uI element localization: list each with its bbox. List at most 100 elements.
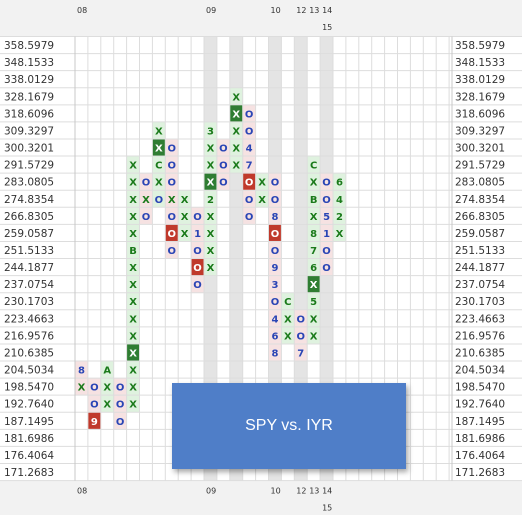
y-tick-label: 266.8305 — [455, 211, 505, 223]
x-mark: X — [207, 229, 215, 240]
x-period-label: 13 — [309, 6, 319, 15]
o-mark: O — [142, 178, 151, 189]
x-mark: X — [336, 229, 344, 240]
month-mark: C — [284, 297, 291, 308]
y-tick-label: 198.5470 — [4, 382, 54, 394]
month-mark: 7 — [310, 246, 317, 257]
x-mark: X — [207, 178, 215, 189]
x-mark: X — [258, 195, 266, 206]
x-period-label: 08 — [77, 487, 87, 496]
x-period-label: 13 — [309, 487, 319, 496]
highlight-cell — [230, 105, 243, 122]
x-mark: X — [232, 126, 240, 137]
x-mark: X — [310, 280, 318, 291]
o-mark: O — [167, 212, 176, 223]
x-period-label: 10 — [271, 487, 281, 496]
x-mark: X — [129, 280, 137, 291]
month-mark: 4 — [271, 314, 278, 325]
y-tick-label: 171.2683 — [455, 467, 505, 479]
month-mark: 5 — [323, 212, 330, 223]
highlight-cell — [269, 224, 281, 241]
highlight-cell — [88, 412, 101, 429]
month-mark: 6 — [271, 331, 278, 342]
column-bg — [294, 309, 308, 362]
x-mark: X — [129, 400, 137, 411]
o-mark: O — [219, 161, 228, 172]
y-tick-label: 358.5979 — [455, 40, 505, 52]
o-mark: O — [167, 144, 176, 155]
pnf-marks: 8X OO9AXXOOOXXXXXBXXXXXXXXXOXOXXCXOOOOXOO… — [78, 92, 344, 428]
x-mark: X — [207, 246, 215, 257]
x-mark: X — [232, 109, 240, 120]
x-mark: X — [181, 229, 189, 240]
y-tick-label: 192.7640 — [455, 399, 505, 411]
y-axis-left-labels: 358.5979 348.1533 338.0129 328.1679 318.6096… — [4, 40, 54, 479]
o-mark: O — [167, 229, 176, 240]
y-axis-right-labels: 358.5979 348.1533 338.0129 328.1679 318.6096… — [455, 40, 505, 479]
x-mark: X — [129, 297, 137, 308]
legend-title: SPY vs. IYR — [245, 417, 333, 434]
x-mark: X — [142, 195, 150, 206]
o-mark: O — [322, 195, 331, 206]
o-mark: O — [193, 246, 202, 257]
x-period-label: 09 — [206, 487, 216, 496]
highlight-cell — [243, 173, 256, 190]
highlight-cell — [165, 224, 178, 241]
x-mark: X — [181, 212, 189, 223]
x-period-label: 12 — [296, 6, 306, 15]
x-mark: X — [129, 331, 137, 342]
y-tick-label: 181.6986 — [4, 433, 54, 445]
y-tick-label: 187.1495 — [4, 416, 54, 428]
o-mark: O — [167, 161, 176, 172]
column-bg — [216, 138, 230, 191]
x-mark: X — [232, 161, 240, 172]
o-mark: O — [193, 212, 202, 223]
month-mark: 9 — [271, 263, 278, 274]
x-mark: X — [129, 348, 137, 359]
x-period-label: 10 — [271, 6, 281, 15]
y-tick-label: 176.4064 — [4, 450, 54, 462]
y-tick-label: 318.6096 — [455, 108, 505, 120]
x-mark: X — [129, 263, 137, 274]
y-tick-label: 348.1533 — [4, 57, 54, 69]
o-mark: O — [271, 246, 280, 257]
y-tick-label: 230.1703 — [455, 296, 505, 308]
x-mark: X — [129, 195, 137, 206]
y-tick-label: 259.0587 — [455, 228, 505, 240]
o-mark: O — [296, 331, 305, 342]
column-bg — [139, 173, 153, 225]
highlight-cell — [204, 173, 217, 190]
o-mark: O — [193, 263, 202, 274]
o-mark: O — [155, 195, 164, 206]
o-mark: O — [245, 178, 254, 189]
x-axis-bottom-labels: 08 09 10 12 13 14 15 — [77, 487, 332, 513]
y-tick-label: 259.0587 — [4, 228, 54, 240]
y-tick-label: 291.5729 — [455, 160, 505, 172]
o-mark: O — [116, 400, 125, 411]
x-axis-top-labels: 08 09 10 12 13 14 15 — [77, 6, 332, 32]
x-mark: X — [207, 212, 215, 223]
y-tick-label: 192.7640 — [4, 399, 54, 411]
o-mark: O — [322, 246, 331, 257]
x-mark: X — [207, 263, 215, 274]
y-tick-label: 216.9576 — [4, 330, 54, 342]
o-mark: O — [167, 246, 176, 257]
o-mark: O — [245, 126, 254, 137]
x-mark: X — [310, 178, 318, 189]
month-mark: 6 — [336, 178, 343, 189]
x-mark: X — [103, 383, 111, 394]
column-bg — [204, 121, 217, 276]
month-mark: 8 — [310, 229, 317, 240]
o-mark: O — [322, 263, 331, 274]
y-tick-label: 210.6385 — [4, 347, 54, 359]
x-mark: X — [155, 126, 163, 137]
month-mark: 2 — [336, 212, 343, 223]
y-tick-label: 274.8354 — [455, 194, 505, 206]
month-mark: B — [129, 246, 137, 257]
column-bg — [268, 173, 282, 362]
y-tick-label: 230.1703 — [4, 296, 54, 308]
x-mark: X — [155, 178, 163, 189]
y-tick-label: 274.8354 — [4, 194, 54, 206]
o-mark: O — [271, 178, 280, 189]
